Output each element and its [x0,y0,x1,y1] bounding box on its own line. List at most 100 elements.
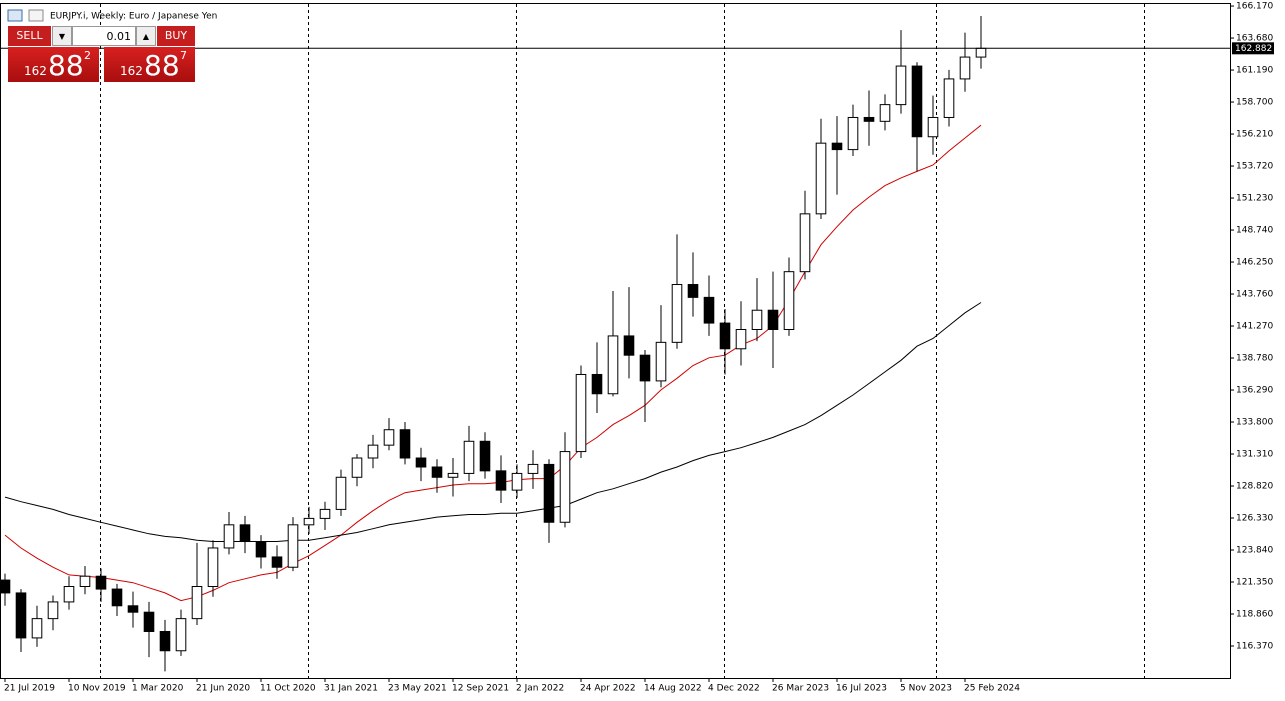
x-tick-label: 21 Jul 2019 [4,684,55,694]
candle-body [751,309,763,330]
x-tick-label: 5 Nov 2023 [900,684,952,694]
volume-input[interactable]: 0.01 [72,26,136,46]
candle-body [47,601,59,620]
volume-up[interactable]: ▲ [136,26,156,46]
candle-body [239,524,251,543]
y-tick-label: 131.310 [1236,450,1273,460]
price-pips: 88 [144,49,180,82]
candle-body [703,296,715,324]
candle-body [63,586,75,603]
candle-body [335,476,347,510]
candle-body [319,508,331,519]
candle-body [447,472,459,478]
candle-body [863,116,875,122]
candle-body [287,524,299,568]
candle-body [207,547,219,588]
candle-body [31,618,43,639]
y-tick-label: 136.290 [1236,386,1273,396]
candle-body [223,524,235,549]
candle-body [15,592,27,639]
y-tick-label: 116.370 [1236,642,1273,652]
candle-body [927,116,939,138]
candle-body [943,78,955,118]
x-tick-label: 16 Jul 2023 [836,684,887,694]
candle-body [431,466,443,478]
candle-body [911,65,923,138]
y-tick-label: 151.230 [1236,194,1273,204]
x-tick-label: 4 Dec 2022 [708,684,760,694]
candle-body [479,440,491,472]
candle-body [575,373,587,453]
buy-button[interactable]: BUY [157,26,195,46]
moving-average [4,302,982,542]
candle-body [591,373,603,395]
y-tick-label: 166.170 [1236,2,1273,12]
candle-body [463,440,475,474]
x-tick-label: 21 Jun 2020 [196,684,250,694]
x-tick-label: 2 Jan 2022 [516,684,564,694]
candle-body [623,335,635,356]
candle-body [799,213,811,273]
candle-body [879,104,891,122]
candle-body [303,517,315,526]
y-tick-label: 141.270 [1236,322,1273,332]
candle-body [847,116,859,151]
candle-body [655,341,667,382]
x-tick-label: 12 Sep 2021 [452,684,509,694]
y-tick-label: 133.800 [1236,418,1273,428]
price-fraction: 2 [84,49,91,62]
y-tick-label: 146.250 [1236,258,1273,268]
candle-body [895,65,907,106]
y-tick-label: 161.190 [1236,66,1273,76]
ask-price[interactable]: 162 88 7 [104,47,195,82]
y-tick-label: 118.860 [1236,610,1273,620]
candle-body [959,56,971,80]
candle-body [367,444,379,459]
current-price-box [1232,42,1274,55]
candle-body [495,470,507,491]
y-tick-label: 156.210 [1236,130,1273,140]
x-tick-label: 25 Feb 2024 [964,684,1020,694]
current-price-label: 162.882 [1235,44,1272,54]
candle-body [415,457,427,468]
candle-body [95,575,107,590]
candle-body [399,429,411,459]
candle-body [111,588,123,607]
candle-body [159,630,171,652]
candle-body [639,354,651,382]
candle-body [767,309,779,330]
one-click-trading: SELL ▼ 0.01 ▲ BUY 162 88 2 162 88 7 [8,26,195,82]
x-tick-label: 10 Nov 2019 [68,684,126,694]
candle-body [831,142,843,151]
volume-down[interactable]: ▼ [52,26,72,46]
x-tick-label: 31 Jan 2021 [324,684,378,694]
y-tick-label: 121.350 [1236,578,1273,588]
x-tick-label: 14 Aug 2022 [644,684,702,694]
candle-body [191,586,203,620]
y-tick-label: 153.720 [1236,162,1273,172]
bid-price[interactable]: 162 88 2 [8,47,99,82]
candle-body [383,429,395,446]
candle-body [719,322,731,350]
price-big-figure: 162 [24,64,47,78]
symbol-icon [28,9,44,22]
y-tick-label: 123.840 [1236,546,1273,556]
candle-body [127,605,139,613]
sell-button[interactable]: SELL [8,26,51,46]
x-tick-label: 23 May 2021 [388,684,447,694]
x-tick-label: 11 Oct 2020 [260,684,316,694]
candle-body [607,335,619,395]
candle-body [543,463,555,523]
y-tick-label: 126.330 [1236,514,1273,524]
candle-body [687,284,699,298]
price-fraction: 7 [180,49,187,62]
candle-body [271,556,283,568]
candle-body [0,579,11,594]
y-tick-label: 128.820 [1236,482,1273,492]
candle-body [671,284,683,343]
price-pips: 88 [48,49,84,82]
candle-body [783,271,795,330]
candle-body [511,472,523,491]
